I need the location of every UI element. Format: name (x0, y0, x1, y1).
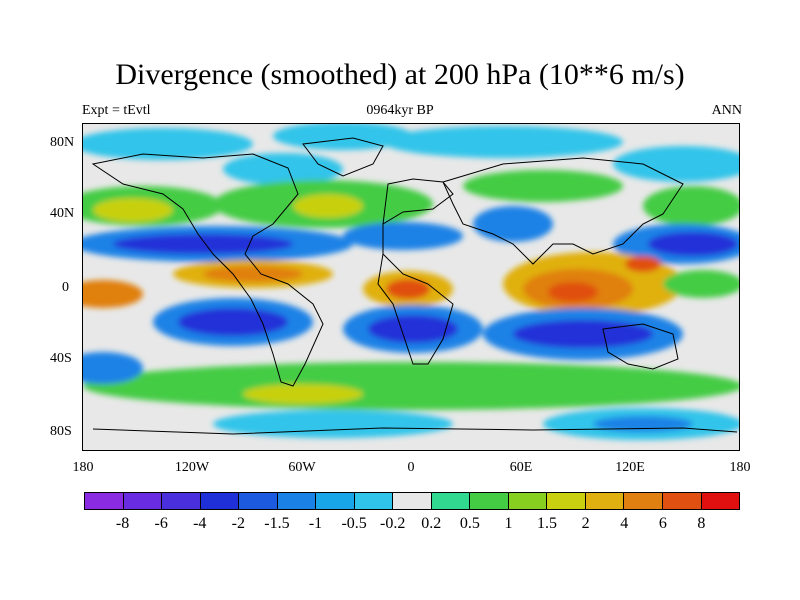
x-tick-180w: 180 (72, 460, 94, 475)
colorbar-label: -4 (193, 515, 207, 532)
colorbar-label: 6 (658, 515, 667, 532)
colorbar-label: 1.5 (537, 515, 558, 532)
colorbar-swatch (316, 493, 355, 509)
colorbar-label: 0.5 (459, 515, 480, 532)
season-label: ANN (711, 103, 742, 118)
colorbar (84, 492, 740, 510)
y-tick-eq: 0 (62, 280, 69, 295)
colorbar-swatch (431, 493, 471, 509)
colorbar-label: 1 (504, 515, 513, 532)
y-tick-40n: 40N (50, 206, 75, 221)
colorbar-label: -1.5 (264, 515, 290, 532)
colorbar-label: -1 (308, 515, 323, 532)
y-tick-80s: 80S (50, 424, 72, 439)
colorbar-swatch (662, 493, 702, 509)
colorbar-swatch (701, 493, 740, 509)
time-label: 0964kyr BP (366, 103, 434, 118)
chart-title: Divergence (smoothed) at 200 hPa (10**6 … (115, 58, 685, 91)
colorbar-swatch (547, 493, 586, 509)
colorbar-swatch (277, 493, 317, 509)
divergence-map (82, 123, 740, 451)
y-tick-40s: 40S (50, 351, 72, 366)
x-tick-0: 0 (407, 460, 415, 475)
colorbar-label: -2 (231, 515, 246, 532)
colorbar-swatch (200, 493, 240, 509)
colorbar-label: 2 (581, 515, 590, 532)
colorbar-label: -8 (115, 515, 130, 532)
colorbar-swatch (162, 493, 201, 509)
colorbar-label: -6 (154, 515, 168, 532)
colorbar-label: -0.2 (380, 515, 406, 532)
x-tick-60w: 60W (288, 460, 316, 475)
experiment-label: Expt = tEvtl (82, 103, 151, 118)
colorbar-label: 0.2 (421, 515, 442, 532)
x-tick-180e: 180 (729, 460, 751, 475)
colorbar-swatch (393, 493, 432, 509)
colorbar-label: 8 (697, 515, 706, 532)
colorbar-swatch (585, 493, 625, 509)
colorbar-label: 4 (620, 515, 629, 532)
colorbar-swatch (508, 493, 548, 509)
colorbar-swatch (470, 493, 509, 509)
x-tick-120e: 120E (615, 460, 645, 475)
y-tick-80n: 80N (50, 135, 75, 150)
colorbar-swatch (123, 493, 163, 509)
colorbar-swatch (624, 493, 663, 509)
colorbar-swatch (354, 493, 394, 509)
colorbar-swatch (239, 493, 278, 509)
colorbar-swatch (85, 493, 124, 509)
x-tick-60e: 60E (509, 460, 533, 475)
colorbar-label: -0.5 (341, 515, 367, 532)
x-tick-120w: 120W (174, 460, 210, 475)
